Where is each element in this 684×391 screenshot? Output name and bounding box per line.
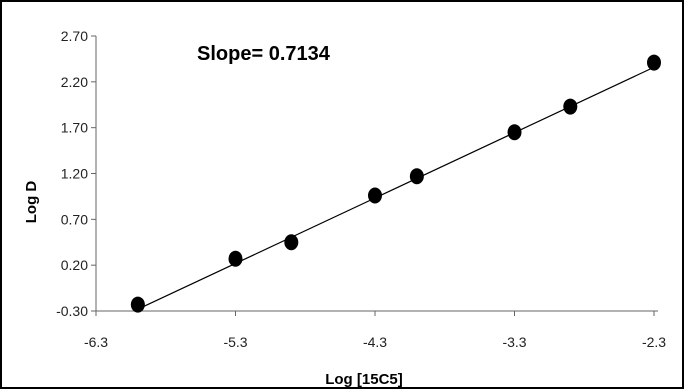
x-tick-label: -5.3 [223, 334, 247, 350]
data-point [284, 234, 299, 251]
x-axis-title: Log [15C5] [325, 371, 403, 388]
axes [95, 36, 658, 312]
data-point [647, 54, 661, 71]
y-tick-label: -0.30 [56, 303, 88, 319]
y-tick-label: 1.20 [61, 166, 88, 182]
y-axis-title: Log D [23, 181, 40, 224]
data-point [130, 296, 145, 313]
y-tick-label: 0.20 [61, 257, 88, 273]
data-point [368, 187, 382, 204]
data-point [228, 250, 243, 267]
y-tick-label: 1.70 [61, 120, 88, 136]
data-point [409, 168, 424, 185]
x-tick-label: -6.3 [84, 334, 108, 350]
data-points [130, 54, 661, 313]
data-point [507, 124, 522, 141]
x-tick-label: -2.3 [642, 334, 666, 350]
y-tick-label: 2.70 [61, 28, 88, 44]
slope-annotation: Slope= 0.7134 [197, 43, 331, 65]
y-tick-label: 2.20 [61, 74, 88, 90]
data-point [563, 98, 578, 115]
x-tick-label: -4.3 [363, 334, 387, 350]
x-tick-label: -3.3 [502, 334, 526, 350]
ticks: -0.30 0.20 0.70 1.20 1.70 2.20 2.70 -6.3 -5.3 -4.… [56, 28, 666, 350]
y-tick-label: 0.70 [61, 211, 88, 227]
